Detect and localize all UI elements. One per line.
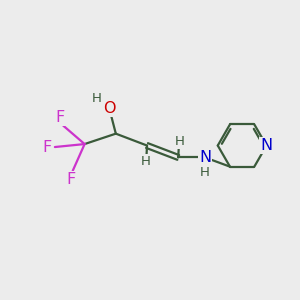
Text: N: N [199,150,211,165]
Text: H: H [175,135,185,148]
Text: F: F [67,172,76,187]
Text: O: O [103,101,116,116]
Text: H: H [92,92,102,105]
Text: H: H [141,155,151,168]
Text: F: F [43,140,52,154]
Text: H: H [200,167,210,179]
Text: F: F [56,110,65,125]
Text: N: N [260,138,273,153]
